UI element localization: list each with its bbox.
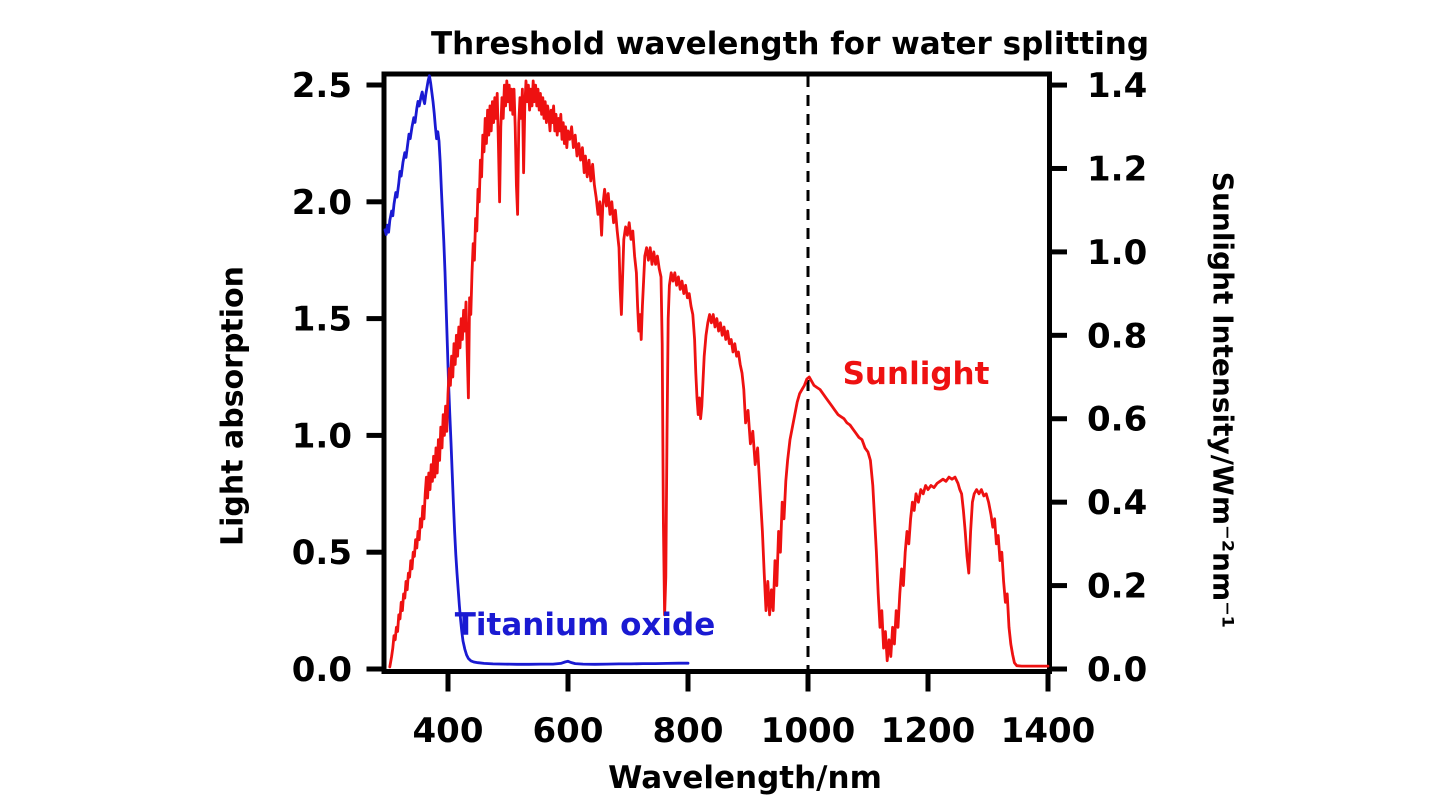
curve-titanium-oxide bbox=[383, 74, 690, 666]
left-tick-label: 1.0 bbox=[292, 416, 352, 456]
left-axis-title: Light absorption bbox=[215, 265, 251, 547]
right-tick-label: 0.8 bbox=[1087, 316, 1147, 356]
left-tick-label: 1.5 bbox=[292, 300, 352, 340]
right-axis-title: Sunlight Intensity/Wm⁻²nm⁻¹ bbox=[1206, 171, 1240, 629]
right-tick-label: 0.6 bbox=[1087, 400, 1147, 440]
left-tick-label: 2.5 bbox=[292, 66, 352, 106]
right-tick-label: 0.2 bbox=[1087, 567, 1147, 607]
left-tick-label: 0.5 bbox=[292, 533, 352, 573]
right-tick-label: 1.0 bbox=[1087, 233, 1147, 273]
x-tick-label: 600 bbox=[533, 711, 604, 751]
left-tick-label: 0.0 bbox=[292, 650, 352, 690]
curve-sunlight bbox=[388, 79, 1050, 669]
chart-title: Threshold wavelength for water splitting bbox=[430, 26, 1150, 62]
right-tick-label: 0.4 bbox=[1087, 483, 1147, 523]
x-tick-label: 800 bbox=[653, 711, 724, 751]
right-tick-label: 1.2 bbox=[1087, 149, 1147, 189]
x-tick-label: 1200 bbox=[881, 711, 976, 751]
right-tick-label: 1.4 bbox=[1087, 66, 1147, 106]
plot-frame bbox=[381, 71, 1052, 674]
x-tick-label: 1000 bbox=[761, 711, 856, 751]
right-tick-label: 0.0 bbox=[1087, 650, 1147, 690]
x-tick-label: 1400 bbox=[1001, 711, 1096, 751]
series-label-titanium-oxide: Titanium oxide bbox=[454, 607, 716, 643]
x-axis-title: Wavelength/nm bbox=[608, 760, 882, 796]
left-tick-label: 2.0 bbox=[292, 183, 352, 223]
x-tick-label: 400 bbox=[413, 711, 484, 751]
series-label-sunlight: Sunlight bbox=[842, 356, 990, 392]
